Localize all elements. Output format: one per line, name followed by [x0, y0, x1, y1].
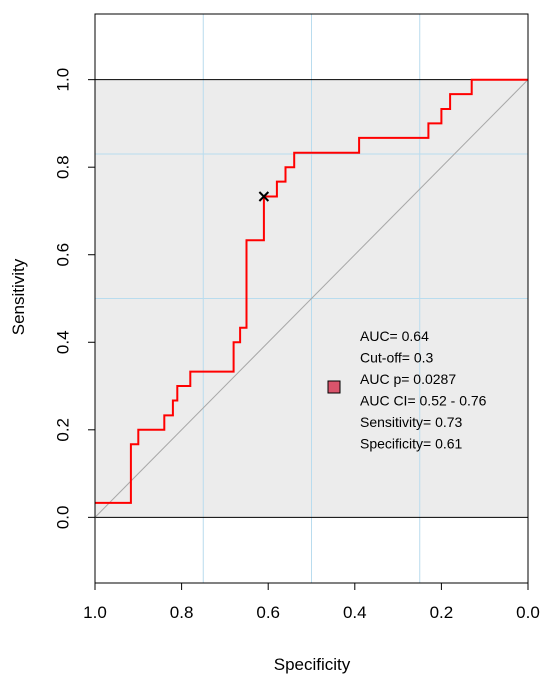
y-tick-label-0: 0.0: [54, 506, 73, 530]
y-axis-ticks: 0.0 0.2 0.4 0.6 0.8 1.0: [54, 68, 95, 530]
stat-line-1: Cut-off= 0.3: [360, 350, 434, 366]
plot-border: [94, 13, 529, 584]
cutoff-marker-b: [258, 191, 270, 202]
x-axis-title: Specificity: [274, 655, 351, 674]
x-tick-label-0: 1.0: [83, 603, 107, 622]
y-tick-label-2: 0.4: [54, 330, 73, 354]
y-tick-label-4: 0.8: [54, 155, 73, 179]
stat-line-5: Specificity= 0.61: [360, 436, 463, 452]
stat-line-2: AUC p= 0.0287: [360, 371, 456, 387]
roc-curve-0: [95, 78, 528, 504]
y-axis-title: Sensitivity: [9, 258, 28, 335]
stats-legend-swatch: [327, 380, 341, 394]
stats-legend: AUC= 0.64 Cut-off= 0.3 AUC p= 0.0287 AUC CI…: [327, 328, 487, 452]
stat-line-0: AUC= 0.64: [360, 328, 429, 344]
x-tick-label-5: 0.0: [516, 603, 540, 622]
plot-frame: [94, 13, 529, 584]
chance-diagonal: [94, 79, 529, 518]
x-axis-ticks: 1.0 0.8 0.6 0.4 0.2 0.0: [83, 583, 540, 622]
stat-line-3: AUC CI= 0.52 - 0.76: [360, 393, 487, 409]
stat-line-4: Sensitivity= 0.73: [360, 414, 463, 430]
x-tick-label-2: 0.6: [256, 603, 280, 622]
y-tick-label-1: 0.2: [54, 418, 73, 442]
y-tick-label-3: 0.6: [54, 243, 73, 267]
x-tick-label-4: 0.2: [430, 603, 454, 622]
x-tick-label-1: 0.8: [170, 603, 194, 622]
x-tick-label-3: 0.4: [343, 603, 367, 622]
reference-lines: [94, 79, 529, 518]
roc-curve-layer: [95, 78, 528, 504]
y-tick-label-5: 1.0: [54, 68, 73, 92]
